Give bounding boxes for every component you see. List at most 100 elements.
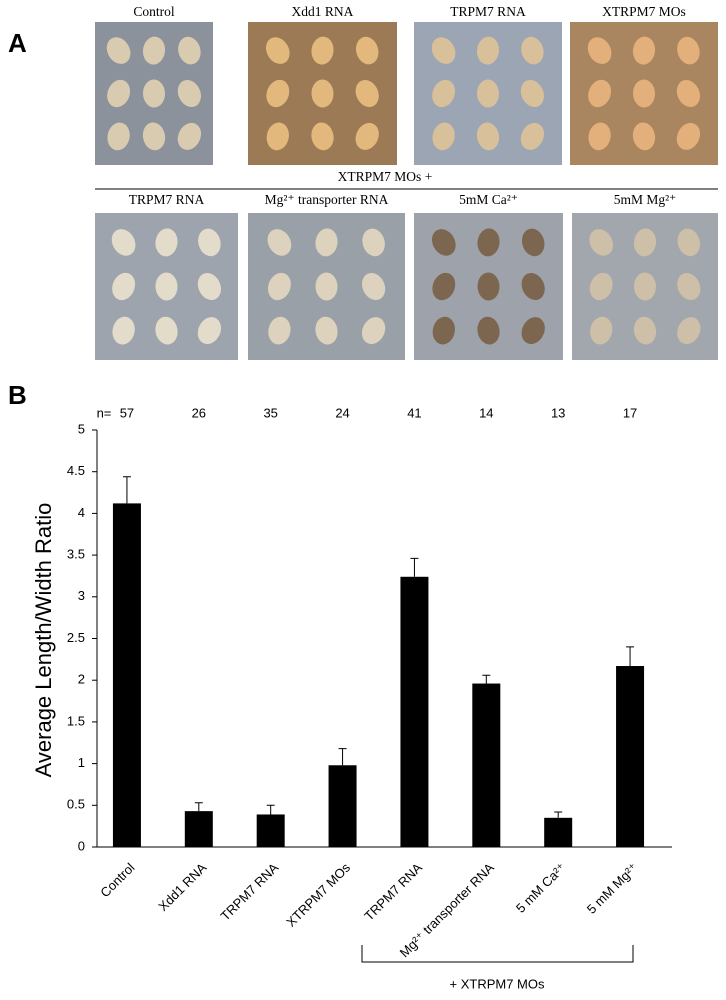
group-label: + XTRPM7 MOs [450, 976, 545, 991]
n-value: 41 [407, 405, 421, 420]
embryo [521, 272, 545, 301]
embryo [632, 122, 656, 151]
error-bar [338, 748, 347, 766]
n-value: 13 [551, 405, 565, 420]
y-tick-label: 1 [78, 755, 85, 770]
embryo [142, 122, 166, 151]
embryo [477, 272, 500, 301]
y-tick-label: 5 [78, 421, 85, 436]
embryo [590, 316, 613, 345]
x-tick-label: Xdd1 RNA [155, 860, 209, 914]
panel-title: 5mM Ca²⁺ [459, 192, 518, 207]
embryo [107, 79, 131, 108]
embryo [315, 272, 338, 301]
embryo [431, 37, 456, 64]
embryo [477, 316, 500, 345]
embryo [362, 272, 386, 301]
x-tick-label: TRPM7 RNA [361, 860, 425, 924]
embryo [476, 79, 500, 108]
error-bar [194, 802, 203, 812]
y-tick-label: 0.5 [67, 797, 85, 812]
embryo [676, 79, 700, 108]
error-bar [410, 557, 419, 577]
x-tick-label: Control [97, 860, 137, 900]
panel-title: Control [133, 4, 175, 19]
embryo [355, 36, 379, 65]
bar [616, 666, 645, 847]
y-tick-label: 4 [78, 505, 85, 520]
embryo [267, 229, 292, 256]
n-value: 57 [120, 405, 134, 420]
bar [256, 814, 285, 847]
panel-title: XTRPM7 MOs [602, 4, 686, 19]
embryo [677, 272, 701, 301]
embryo [476, 122, 500, 151]
embryo [476, 36, 500, 65]
panel-label: B [8, 380, 27, 410]
panel-title: TRPM7 RNA [450, 4, 526, 19]
embryo [677, 36, 700, 65]
embryo [677, 317, 701, 345]
error-bar [122, 476, 131, 504]
embryo [589, 229, 614, 256]
embryo [155, 316, 178, 345]
embryo [431, 229, 456, 256]
embryo [521, 228, 545, 257]
embryo [266, 122, 289, 151]
n-value: 35 [263, 405, 277, 420]
embryo [633, 272, 657, 301]
y-axis-title: Average Length/Width Ratio [31, 503, 56, 778]
embryo [588, 122, 611, 151]
embryo [315, 228, 338, 257]
y-tick-label: 4.5 [67, 463, 85, 478]
embryo [155, 272, 178, 301]
embryo [265, 37, 290, 64]
n-value: 17 [623, 405, 637, 420]
embryo [676, 122, 701, 150]
embryo [633, 316, 657, 345]
embryo [142, 79, 166, 108]
panel-title: Mg²⁺ transporter RNA [265, 192, 389, 207]
embryo [106, 37, 131, 64]
embryo [588, 79, 612, 108]
embryo [315, 316, 338, 345]
embryo [311, 36, 334, 65]
embryo [632, 79, 656, 108]
embryo [355, 79, 379, 108]
embryo [432, 272, 456, 301]
x-tick-label: 5 mM Ca²⁺ [513, 860, 569, 916]
embryo [107, 122, 130, 151]
embryo [112, 272, 136, 301]
error-bar [554, 811, 563, 818]
embryo [111, 229, 136, 256]
embryo [361, 317, 386, 345]
bar [328, 765, 357, 847]
embryo [362, 228, 385, 257]
embryo [521, 317, 545, 345]
bar [184, 811, 213, 847]
embryo [112, 316, 135, 345]
embryo [589, 272, 613, 301]
embryo [587, 37, 612, 64]
embryo [177, 122, 202, 150]
n-value: 26 [192, 405, 206, 420]
panel-label: A [8, 28, 27, 58]
x-tick-label: TRPM7 RNA [218, 860, 282, 924]
embryo [177, 79, 201, 108]
bar [112, 503, 141, 847]
embryo [677, 228, 701, 257]
embryo [477, 228, 500, 257]
error-bar [626, 646, 635, 667]
embryo [266, 79, 290, 108]
n-value: 14 [479, 405, 493, 420]
embryo [520, 122, 545, 150]
n-value: 24 [335, 405, 349, 420]
embryo [268, 316, 291, 345]
error-bar [266, 804, 275, 815]
embryo [520, 79, 544, 108]
embryo [432, 316, 455, 345]
y-tick-label: 3.5 [67, 547, 85, 562]
panel-title: 5mM Mg²⁺ [614, 192, 677, 207]
embryo [267, 272, 291, 301]
